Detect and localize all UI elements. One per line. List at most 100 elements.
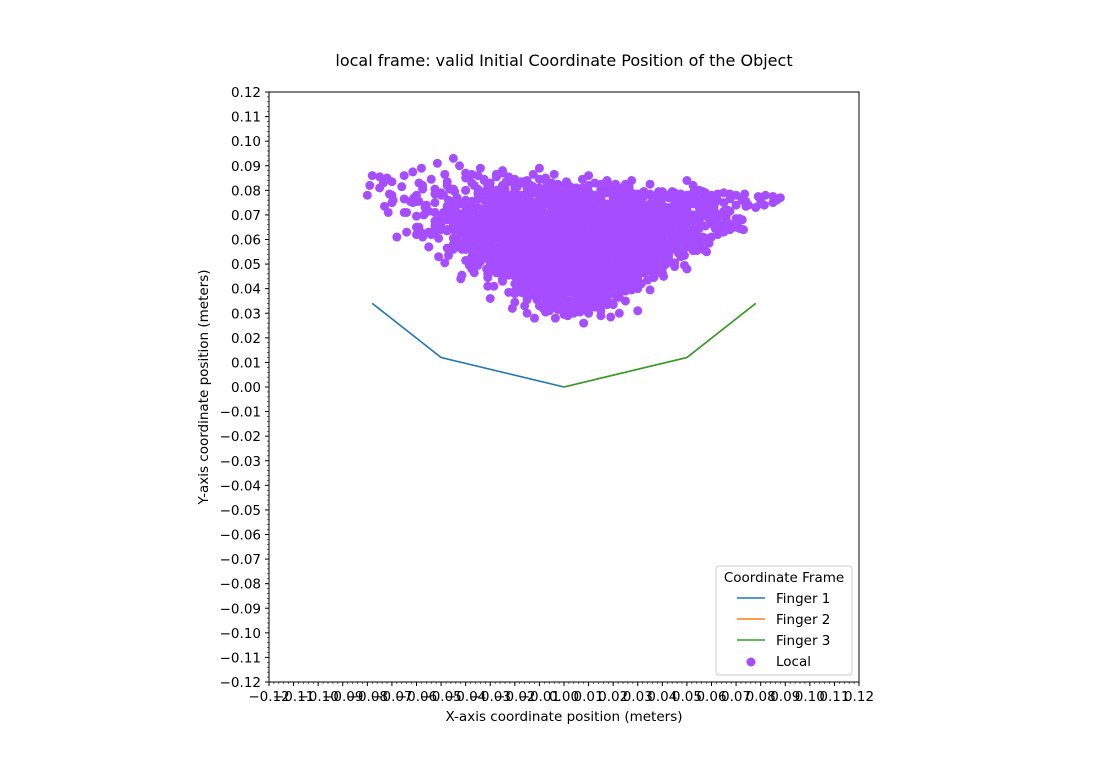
- scatter-point: [700, 211, 710, 221]
- scatter-point: [547, 273, 557, 283]
- scatter-point: [440, 169, 450, 179]
- scatter-point: [602, 176, 612, 185]
- legend-box: [715, 565, 853, 676]
- x-tick-label: 0.07: [721, 689, 751, 705]
- y-tick-label: 0.08: [231, 183, 261, 199]
- legend-label: Finger 1: [776, 591, 830, 607]
- scatter-point: [445, 199, 455, 209]
- scatter-point: [500, 244, 510, 254]
- x-tick-label: 0.05: [672, 689, 702, 705]
- scatter-point: [721, 211, 731, 221]
- scatter-point: [392, 232, 402, 242]
- scatter-point: [571, 262, 581, 272]
- scatter-point: [639, 268, 649, 278]
- scatter-point: [630, 243, 640, 253]
- legend-label: Finger 2: [776, 612, 830, 628]
- scatter-point: [663, 206, 673, 216]
- scatter-point: [709, 203, 719, 213]
- scatter-point: [455, 161, 465, 171]
- scatter-point: [731, 200, 741, 210]
- scatter-point: [504, 266, 514, 276]
- scatter-point: [565, 185, 575, 195]
- x-tick-label: −0.11: [273, 689, 314, 705]
- scatter-point: [627, 285, 637, 295]
- scatter-point: [408, 167, 418, 177]
- scatter-point: [473, 244, 483, 254]
- scatter-point: [473, 219, 483, 229]
- x-tick-label: −0.06: [396, 689, 437, 705]
- scatter-point: [713, 210, 723, 220]
- scatter-point: [526, 275, 536, 285]
- scatter-point: [399, 171, 409, 181]
- y-tick-label: −0.09: [220, 601, 261, 617]
- scatter-point: [661, 259, 671, 269]
- scatter-point: [498, 190, 508, 200]
- scatter-point: [365, 180, 375, 190]
- scatter-point: [362, 190, 372, 200]
- y-axis-label: Y-axis coordinate position (meters): [196, 269, 212, 505]
- scatter-point: [731, 219, 741, 229]
- series-line-finger-3: [563, 302, 757, 388]
- scatter-point: [537, 201, 547, 211]
- scatter-point: [612, 246, 622, 256]
- x-tick-label: 0.06: [696, 689, 726, 705]
- x-tick-label: 0.00: [549, 689, 579, 705]
- y-tick-label: 0.06: [231, 233, 261, 249]
- x-tick-label: 0.12: [844, 689, 874, 705]
- scatter-point: [651, 211, 661, 221]
- scatter-point: [525, 206, 535, 216]
- scatter-point: [420, 203, 430, 213]
- x-tick-label: −0.10: [297, 689, 338, 705]
- scatter-point: [523, 237, 533, 247]
- scatter-point: [584, 275, 594, 285]
- scatter-point: [534, 163, 544, 173]
- x-tick-label: 0.10: [795, 689, 825, 705]
- y-tick-label: 0.10: [231, 134, 261, 150]
- scatter-point: [682, 176, 692, 185]
- scatter-point: [375, 172, 385, 182]
- scatter-point: [553, 237, 563, 247]
- scatter-point: [480, 253, 490, 263]
- scatter-point: [399, 207, 409, 217]
- x-tick-label: −0.01: [519, 689, 560, 705]
- scatter-point: [692, 246, 702, 256]
- scatter-point: [418, 232, 428, 242]
- scatter-point: [434, 233, 444, 243]
- scatter-point: [590, 253, 600, 263]
- x-tick-label: 0.03: [623, 689, 653, 705]
- scatter-point: [473, 188, 483, 198]
- y-tick-label: 0.07: [231, 208, 261, 224]
- scatter-point: [528, 266, 538, 276]
- scatter-point: [547, 190, 557, 200]
- scatter-point: [450, 187, 460, 197]
- scatter-point: [482, 193, 492, 203]
- scatter-point: [483, 273, 493, 283]
- scatter-point: [614, 308, 624, 318]
- plot-area: [268, 91, 860, 683]
- scatter-point: [565, 228, 575, 238]
- scatter-point: [651, 198, 661, 208]
- y-tick-label: 0.09: [231, 159, 261, 175]
- y-tick-label: −0.10: [220, 626, 261, 642]
- scatter-point: [592, 209, 602, 219]
- scatter-point: [627, 225, 637, 235]
- scatter-point: [416, 163, 426, 173]
- scatter-point: [614, 187, 624, 197]
- x-tick-label: −0.05: [420, 689, 461, 705]
- y-tick-label: −0.12: [220, 675, 261, 691]
- scatter-point: [463, 233, 473, 243]
- scatter-point: [725, 189, 735, 199]
- scatter-point: [439, 212, 449, 222]
- scatter-point: [666, 227, 676, 237]
- y-tick-label: −0.05: [220, 503, 261, 519]
- scatter-point: [633, 306, 643, 316]
- scatter-point: [541, 173, 551, 183]
- scatter-point: [418, 180, 428, 190]
- scatter-point: [419, 210, 429, 220]
- y-tick-label: 0.11: [231, 110, 261, 126]
- scatter-point: [584, 204, 594, 214]
- y-tick-label: 0.04: [231, 282, 261, 298]
- y-axis-ticks: 0.12 0.11 0.10 0.09 0.08 0.07 0.06 0.05 0.04 0.03…: [220, 85, 269, 691]
